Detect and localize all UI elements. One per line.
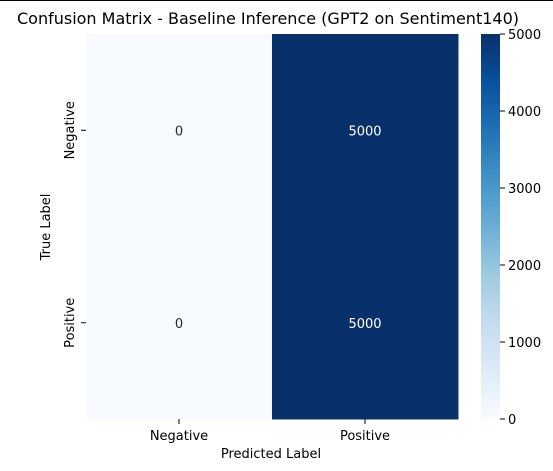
heatmap-cell: [86, 34, 273, 227]
cell-annotation: 0: [175, 124, 183, 139]
colorbar-tick-label: 1000: [508, 336, 541, 351]
colorbar-tick-label: 3000: [508, 182, 541, 197]
x-axis-label: Predicted Label: [221, 447, 321, 462]
y-tick-label: Negative: [63, 101, 78, 159]
heatmap-cell: [272, 226, 459, 420]
cell-annotations: 0 5000 0 5000: [175, 124, 382, 332]
y-tick-label: Positive: [63, 298, 78, 348]
cell-annotation: 5000: [348, 317, 381, 332]
x-tick-label: Positive: [340, 429, 390, 444]
chart-title: Confusion Matrix - Baseline Inference (G…: [17, 9, 519, 28]
colorbar-tick-label: 2000: [508, 259, 541, 274]
y-axis-label: True Label: [39, 194, 54, 262]
heatmap-cell: [272, 34, 459, 227]
x-tick-label: Negative: [150, 429, 208, 444]
colorbar-ticks: 0 1000 2000 3000 4000 5000: [500, 28, 541, 428]
colorbar: [481, 34, 500, 419]
heatmap-cell: [86, 226, 273, 420]
colorbar-tick-label: 4000: [508, 105, 541, 120]
heatmap-cells: [86, 34, 459, 420]
x-axis: Negative Positive: [150, 419, 390, 444]
top-border-line: [0, 0, 553, 1]
cell-annotation: 0: [175, 317, 183, 332]
cell-annotation: 5000: [348, 124, 381, 139]
y-axis: Negative Positive: [63, 101, 86, 348]
colorbar-tick-label: 5000: [508, 28, 541, 43]
colorbar-tick-label: 0: [508, 413, 516, 428]
